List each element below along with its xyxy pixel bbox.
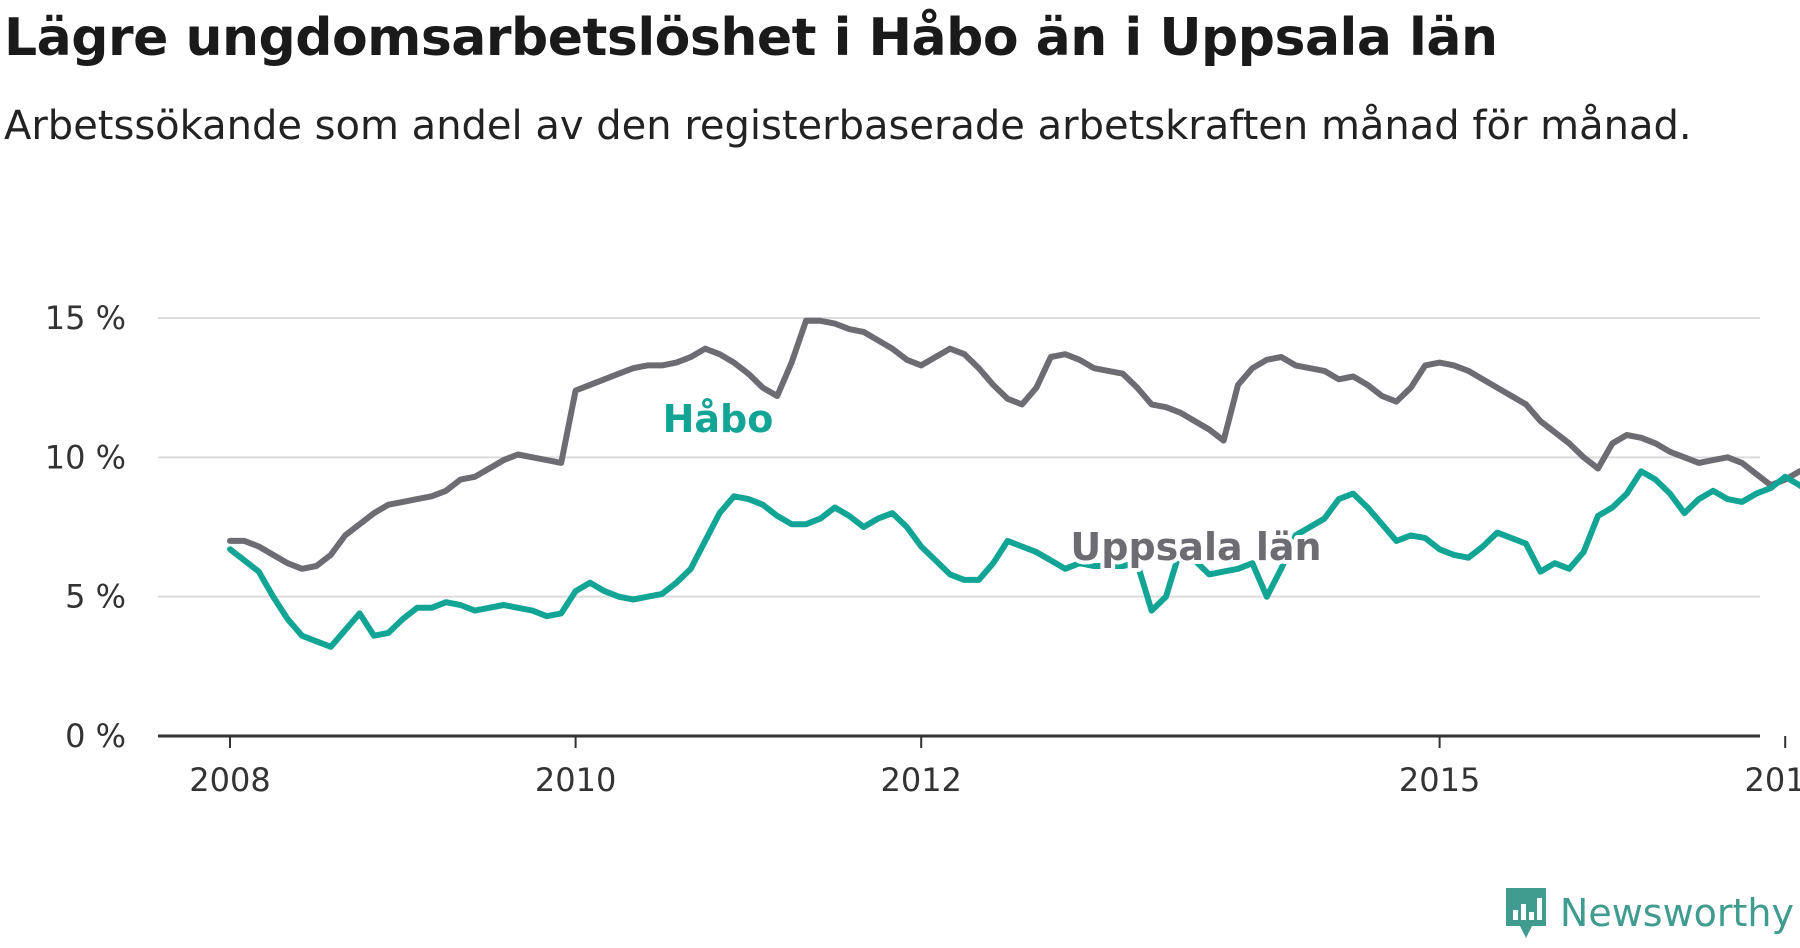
y-tick-label: 5 % (65, 578, 126, 616)
x-tick-label: 2017 (1744, 761, 1800, 799)
y-tick-label: 0 % (65, 717, 126, 755)
x-tick-label: 2008 (189, 761, 270, 799)
x-tick-label: 2010 (535, 761, 616, 799)
series-label-habo: Håbo (663, 397, 774, 441)
newsworthy-brand: Newsworthy (1502, 884, 1794, 942)
chart-subtitle: Arbetssökande som andel av den registerb… (4, 103, 1692, 149)
series-label-uppsala: Uppsala län (1070, 525, 1321, 569)
x-tick-label: 2012 (880, 761, 961, 799)
y-tick-label: 10 % (45, 438, 126, 476)
chart-title: Lägre ungdomsarbetslöshet i Håbo än i Up… (4, 8, 1498, 68)
brand-name: Newsworthy (1559, 891, 1794, 935)
series-line-uppsala-län (227, 317, 1800, 572)
newsworthy-logo-icon (1505, 888, 1546, 938)
series-line-håbo (227, 468, 1800, 650)
x-tick-label: 2015 (1399, 761, 1480, 799)
y-tick-label: 15 % (45, 299, 126, 337)
